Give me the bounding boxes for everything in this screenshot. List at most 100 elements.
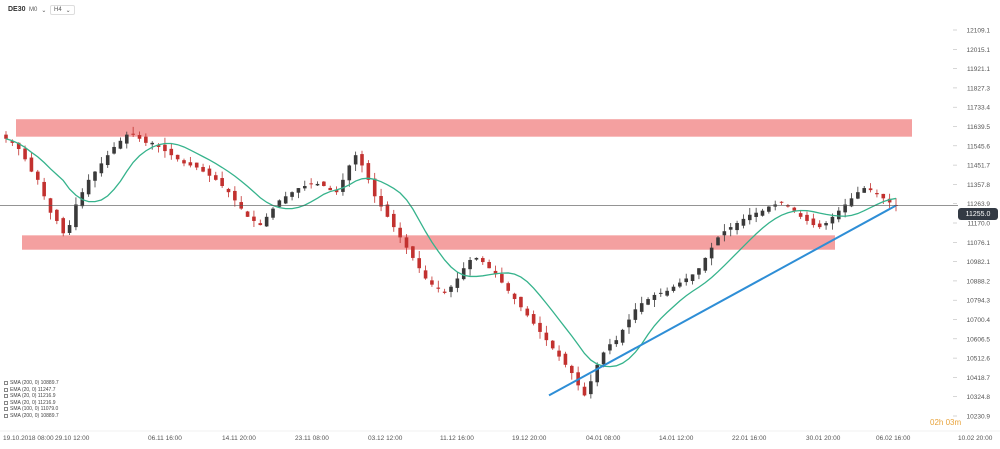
candle-body — [792, 207, 797, 211]
chevron-down-icon: ⌄ — [41, 7, 47, 14]
candle — [487, 259, 491, 269]
y-tick-label: 11076.1 — [967, 240, 990, 247]
candle — [341, 173, 345, 196]
timeframe-select-1[interactable]: M0 ⌄ — [26, 5, 49, 15]
candle-body — [277, 200, 282, 207]
candle-body — [678, 282, 682, 287]
candle-body — [264, 216, 269, 227]
candle — [61, 216, 66, 237]
chevron-down-icon: ⌄ — [65, 7, 71, 14]
candle-body — [404, 237, 409, 248]
current-price-tag: 11255.0 — [958, 208, 998, 220]
legend-item[interactable]: EMA (20, 0) 11247.7 — [4, 387, 59, 394]
candle-body — [741, 218, 746, 226]
candle-body — [887, 198, 892, 203]
candle-body — [137, 135, 142, 139]
candle — [741, 214, 746, 229]
candle — [480, 256, 485, 265]
candle-body — [652, 294, 657, 300]
candle — [201, 163, 205, 173]
candle — [716, 236, 720, 246]
candle — [296, 188, 301, 199]
y-tick-label: 10230.9 — [967, 414, 991, 421]
x-tick-label: 22.01 16:00 — [732, 435, 767, 442]
legend-item[interactable]: SMA (20, 0) 11216.9 — [4, 400, 59, 407]
candle — [245, 210, 250, 217]
candle — [506, 281, 511, 294]
legend-item[interactable]: SMA (200, 0) 10889.7 — [4, 413, 59, 420]
candle — [557, 345, 561, 361]
candle — [379, 188, 383, 212]
candle-body — [868, 188, 873, 191]
y-tick-label: 11827.3 — [967, 85, 990, 92]
candle — [124, 131, 129, 149]
candle-body — [144, 136, 148, 143]
legend-item[interactable]: SMA (100, 0) 11079.0 — [4, 406, 59, 413]
candle-body — [449, 286, 453, 292]
candle — [35, 169, 40, 185]
timeframe-select-2[interactable]: H4 ⌄ — [50, 5, 75, 15]
candle — [347, 164, 352, 187]
x-tick-label: 30.01 20:00 — [806, 435, 841, 442]
legend-item[interactable]: SMA (20, 0) 11216.9 — [4, 393, 59, 400]
trendline — [548, 204, 897, 397]
candle — [767, 206, 771, 214]
legend-item[interactable]: SMA (200, 0) 10889.7 — [4, 380, 59, 387]
candle — [563, 351, 568, 368]
candle-body — [671, 286, 676, 291]
candle — [875, 189, 879, 198]
candle — [703, 257, 708, 273]
candle-body — [194, 162, 199, 168]
candle — [48, 197, 53, 220]
candle-body — [474, 257, 479, 260]
candle — [849, 193, 854, 208]
x-tick-label: 19.12 20:00 — [512, 435, 547, 442]
candle — [620, 328, 625, 346]
candle-body — [391, 213, 396, 228]
candle-body — [29, 157, 34, 172]
candle — [55, 208, 59, 225]
candle-body — [112, 146, 116, 154]
legend-label: SMA (100, 0) 11079.0 — [10, 406, 59, 412]
candle — [277, 199, 282, 209]
candle — [830, 213, 835, 230]
candle — [843, 198, 847, 218]
timeframe-1-label: M0 — [29, 7, 38, 13]
x-tick-label: 19.10.2018 08:00 — [3, 435, 54, 442]
candle — [792, 206, 797, 214]
candle — [697, 268, 701, 280]
candle-body — [245, 211, 250, 217]
candle-body — [67, 225, 72, 233]
symbol-label[interactable]: DE30 — [8, 6, 26, 13]
candle-body — [16, 142, 21, 150]
candle-body — [366, 163, 371, 180]
candle-body — [862, 188, 867, 193]
candle-body — [798, 213, 803, 217]
candle — [658, 288, 663, 297]
candle-body — [856, 192, 860, 199]
candle-body — [124, 134, 129, 144]
candle-body — [385, 204, 390, 217]
candle-body — [417, 258, 422, 269]
candle-body — [506, 283, 511, 291]
candle-body — [163, 144, 167, 152]
candle-body — [601, 352, 606, 365]
x-tick-label: 06.11 16:00 — [148, 435, 182, 442]
candle — [856, 186, 860, 200]
candle — [283, 191, 288, 205]
candle — [213, 171, 218, 181]
candle-body — [398, 227, 402, 238]
candle — [4, 131, 8, 143]
candle-body — [633, 309, 638, 320]
candle — [646, 297, 650, 306]
candle — [614, 335, 619, 347]
candle — [290, 191, 294, 201]
candle — [411, 245, 415, 261]
candle — [220, 171, 224, 188]
y-tick-label: 10606.5 — [967, 336, 991, 343]
candle-body — [35, 171, 40, 180]
candle-body — [252, 216, 256, 221]
candle — [67, 220, 72, 235]
candle — [824, 221, 828, 230]
